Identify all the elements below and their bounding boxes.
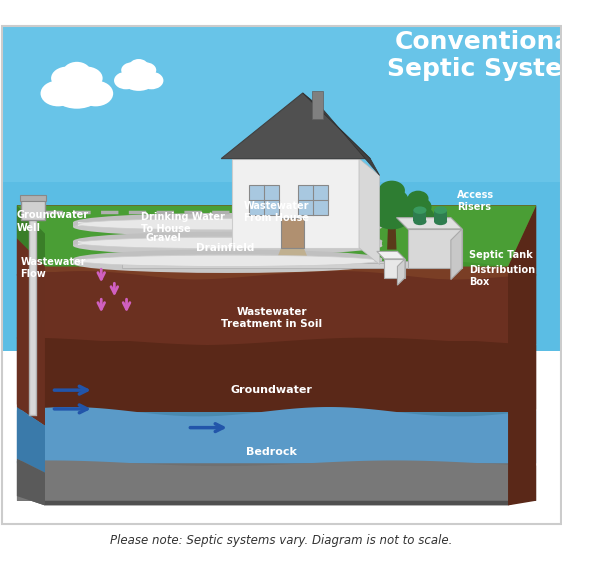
Polygon shape: [415, 225, 422, 246]
Polygon shape: [397, 259, 405, 285]
Polygon shape: [377, 251, 405, 259]
Polygon shape: [17, 205, 536, 276]
Polygon shape: [78, 259, 378, 263]
Text: Groundwater: Groundwater: [231, 385, 313, 395]
FancyBboxPatch shape: [122, 263, 386, 269]
Text: Conventional
Septic System: Conventional Septic System: [387, 29, 588, 82]
Polygon shape: [17, 338, 536, 410]
Ellipse shape: [413, 206, 427, 214]
Ellipse shape: [73, 232, 382, 251]
Polygon shape: [2, 25, 560, 351]
Polygon shape: [17, 205, 45, 266]
Polygon shape: [508, 205, 536, 505]
Ellipse shape: [434, 218, 447, 225]
Ellipse shape: [41, 81, 76, 106]
Polygon shape: [78, 241, 378, 245]
Polygon shape: [385, 259, 405, 278]
Polygon shape: [45, 261, 508, 272]
Ellipse shape: [413, 218, 427, 225]
Ellipse shape: [73, 213, 382, 232]
Text: Wastewater
Flow: Wastewater Flow: [20, 257, 86, 279]
Polygon shape: [387, 223, 397, 250]
Polygon shape: [277, 248, 307, 257]
Ellipse shape: [73, 250, 382, 269]
Polygon shape: [232, 159, 359, 248]
Text: Drinking Water
To House: Drinking Water To House: [140, 212, 224, 235]
Polygon shape: [2, 25, 560, 182]
Ellipse shape: [129, 59, 148, 74]
Text: Groundwater
Well: Groundwater Well: [17, 210, 89, 233]
Text: Bedrock: Bedrock: [247, 447, 297, 457]
Text: Please note: Septic systems vary. Diagram is not to scale.: Please note: Septic systems vary. Diagra…: [110, 534, 452, 547]
Ellipse shape: [78, 81, 113, 106]
Ellipse shape: [73, 236, 382, 255]
Polygon shape: [17, 342, 536, 412]
Polygon shape: [17, 238, 45, 426]
Polygon shape: [451, 229, 462, 279]
Ellipse shape: [371, 198, 412, 229]
Polygon shape: [434, 210, 447, 221]
Polygon shape: [78, 223, 378, 226]
Ellipse shape: [73, 218, 382, 236]
Polygon shape: [73, 259, 382, 263]
Ellipse shape: [51, 74, 103, 109]
FancyBboxPatch shape: [250, 185, 280, 215]
Text: Access
Risers: Access Risers: [457, 190, 494, 212]
Text: Drainfield: Drainfield: [196, 243, 254, 252]
Ellipse shape: [121, 67, 156, 91]
Ellipse shape: [434, 206, 447, 214]
Ellipse shape: [78, 255, 378, 266]
Polygon shape: [17, 459, 45, 505]
Polygon shape: [408, 229, 462, 269]
Ellipse shape: [140, 72, 163, 89]
Polygon shape: [17, 205, 536, 266]
Polygon shape: [17, 463, 536, 501]
Ellipse shape: [63, 62, 91, 83]
Polygon shape: [303, 93, 380, 175]
Polygon shape: [359, 159, 380, 264]
Ellipse shape: [51, 67, 84, 90]
Polygon shape: [17, 205, 536, 281]
Ellipse shape: [401, 205, 434, 229]
Polygon shape: [73, 241, 382, 246]
Ellipse shape: [121, 62, 143, 78]
Polygon shape: [397, 218, 462, 229]
Ellipse shape: [78, 237, 378, 248]
Polygon shape: [17, 461, 536, 501]
Polygon shape: [312, 91, 323, 119]
Ellipse shape: [404, 197, 431, 217]
Ellipse shape: [375, 188, 409, 213]
Text: Septic Tank: Septic Tank: [469, 250, 532, 260]
Polygon shape: [17, 496, 536, 505]
Text: Wastewater
Treatment in Soil: Wastewater Treatment in Soil: [221, 307, 322, 329]
Polygon shape: [17, 407, 536, 463]
Ellipse shape: [114, 72, 138, 89]
Polygon shape: [73, 223, 382, 227]
Ellipse shape: [379, 181, 405, 200]
Polygon shape: [221, 93, 370, 159]
Ellipse shape: [134, 62, 156, 78]
Ellipse shape: [78, 218, 378, 230]
Ellipse shape: [70, 67, 103, 90]
FancyBboxPatch shape: [20, 199, 45, 220]
Text: Gravel: Gravel: [145, 233, 181, 243]
Ellipse shape: [73, 254, 382, 273]
Text: Distribution
Box: Distribution Box: [469, 264, 535, 287]
Text: Wastewater
From House: Wastewater From House: [244, 201, 309, 223]
Polygon shape: [17, 271, 536, 346]
Polygon shape: [17, 407, 45, 473]
FancyBboxPatch shape: [298, 185, 328, 215]
FancyBboxPatch shape: [20, 195, 46, 201]
FancyBboxPatch shape: [328, 261, 410, 269]
Polygon shape: [17, 272, 536, 345]
FancyBboxPatch shape: [281, 218, 304, 248]
Polygon shape: [17, 412, 536, 463]
Polygon shape: [413, 210, 427, 221]
Ellipse shape: [407, 191, 428, 206]
